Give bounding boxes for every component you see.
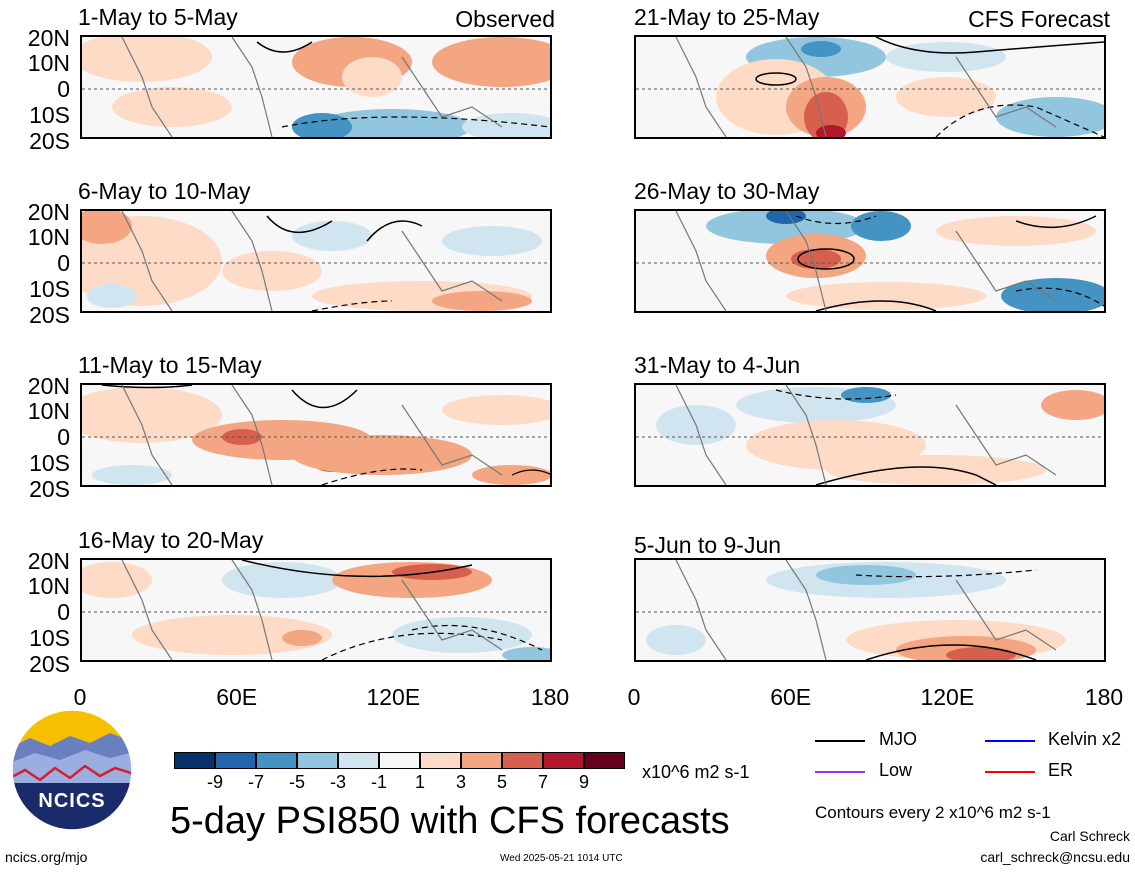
colorbar-units: x10^6 m2 s-1 [642,762,750,782]
colorbar-label: 3 [455,772,467,792]
map-panel-left-2 [80,209,552,313]
panel-title-left-3: 11-May to 15-May [78,352,262,378]
y-tick-label: 20S [29,651,70,677]
legend-label-mjo: MJO [879,729,917,749]
colorbar-label: 5 [496,772,508,792]
colorbar-swatch [420,752,461,769]
x-tick-label: 120E [366,684,421,710]
cfs-forecast-label: CFS Forecast [968,6,1110,32]
panel-title-left-1: 1-May to 5-May [78,4,238,30]
colorbar-swatch [256,752,297,769]
source-url[interactable]: ncics.org/mjo [5,849,88,865]
colorbar-label: -5 [288,772,306,792]
y-tick-label: 20N [27,373,70,399]
y-tick-label: 10S [29,450,70,476]
main-title: 5-day PSI850 with CFS forecasts [170,800,730,842]
legend-swatch-low [815,771,865,773]
y-tick-label: 10N [27,573,70,599]
panel-title-right-3: 31-May to 4-Jun [634,352,801,378]
colorbar-swatch [215,752,256,769]
colorbar-label: 7 [537,772,549,792]
colorbar-swatch [461,752,502,769]
colorbar-label: -9 [206,772,224,792]
y-tick-label: 10S [29,102,70,128]
colorbar-swatch [174,752,215,769]
x-tick-label: 0 [73,684,87,710]
map-panel-right-4 [634,558,1106,662]
legend-label-low: Low [879,760,913,780]
y-tick-label: 10S [29,276,70,302]
legend-swatch-mjo [815,740,865,742]
contours-note: Contours every 2 x10^6 m2 s-1 [815,803,1051,822]
map-panel-left-3 [80,383,552,487]
colorbar-label: -1 [370,772,388,792]
colorbar-swatch [543,752,584,769]
y-tick-label: 10S [29,625,70,651]
map-panel-right-3 [634,383,1106,487]
y-tick-label: 20S [29,302,70,328]
x-tick-label: 180 [1084,684,1124,710]
y-tick-label: 10N [27,398,70,424]
x-tick-label: 60E [216,684,258,710]
y-tick-label: 20N [27,199,70,225]
colorbar-swatch [502,752,543,769]
map-panel-left-1 [80,35,552,139]
panel-title-right-1: 21-May to 25-May [634,4,820,30]
y-tick-label: 10N [27,224,70,250]
panel-title-left-4: 16-May to 20-May [78,527,264,553]
author-email[interactable]: carl_schreck@ncsu.edu [980,849,1130,865]
colorbar-label: 1 [414,772,426,792]
colorbar-swatch [338,752,379,769]
timestamp: Wed 2025-05-21 1014 UTC [500,853,623,864]
colorbar-swatch [379,752,420,769]
legend-label-er: ER [1048,760,1074,780]
colorbar-label: 9 [578,772,590,792]
y-tick-label: 0 [57,599,70,625]
colorbar-swatch [297,752,338,769]
y-tick-label: 0 [57,76,70,102]
panel-title-right-2: 26-May to 30-May [634,178,820,204]
logo-text: NCICS [38,790,106,812]
map-panel-right-2 [634,209,1106,313]
y-tick-label: 20S [29,476,70,502]
x-tick-label: 60E [770,684,812,710]
y-tick-label: 20N [27,548,70,574]
colorbar-label: -7 [247,772,265,792]
legend-label-kelvin: Kelvin x2 [1048,729,1122,749]
y-tick-label: 20S [29,128,70,154]
map-panel-left-4 [80,558,552,662]
panel-title-right-4: 5-Jun to 9-Jun [634,532,782,558]
panel-title-left-2: 6-May to 10-May [78,178,251,204]
x-tick-label: 120E [920,684,975,710]
x-tick-label: 180 [530,684,570,710]
legend-swatch-kelvin [985,740,1035,742]
x-tick-label: 0 [627,684,641,710]
y-tick-label: 0 [57,424,70,450]
y-tick-label: 10N [27,50,70,76]
ncics-logo: NCICS [10,708,134,832]
map-panel-right-1 [634,35,1106,139]
y-tick-label: 20N [27,25,70,51]
legend-swatch-er [985,771,1035,773]
observed-label: Observed [455,6,555,32]
colorbar-label: -3 [329,772,347,792]
legend: MJO Kelvin x2 Low ER [815,729,1125,789]
author-name: Carl Schreck [1049,828,1130,844]
y-tick-label: 0 [57,250,70,276]
colorbar-swatch [584,752,625,769]
